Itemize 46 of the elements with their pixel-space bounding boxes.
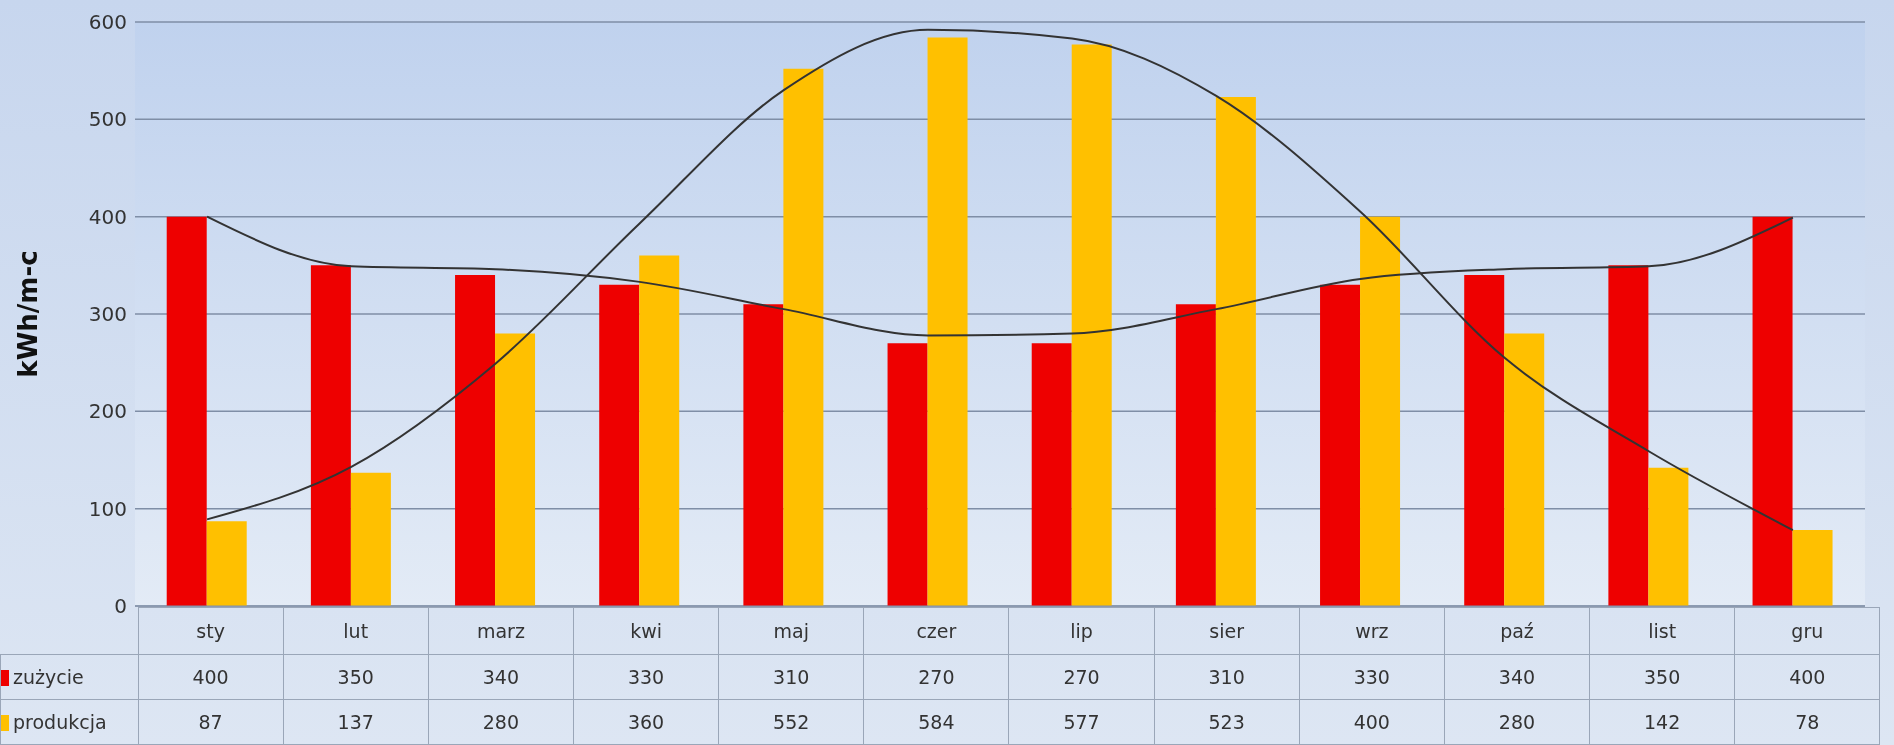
- y-tick-label: 600: [88, 10, 127, 35]
- data-label: 584: [863, 699, 1009, 744]
- y-axis-title: kWh/m-c: [13, 250, 44, 378]
- data-label: 87: [138, 699, 284, 744]
- x-tick-label: czer: [863, 607, 1009, 654]
- x-tick-label: maj: [718, 607, 864, 654]
- y-tick-label: 100: [88, 496, 127, 521]
- data-label: 400: [1734, 654, 1880, 699]
- data-label: 280: [428, 699, 574, 744]
- data-label: 270: [863, 654, 1009, 699]
- data-label: 142: [1589, 699, 1735, 744]
- x-tick-label: kwi: [573, 607, 719, 654]
- y-tick-label: 500: [88, 107, 127, 132]
- data-label: 340: [1444, 654, 1590, 699]
- x-tick-label: gru: [1734, 607, 1880, 654]
- legend-label: zużycie: [0, 654, 138, 699]
- y-tick-label: 400: [88, 204, 127, 229]
- y-tick-label: 0: [114, 594, 127, 619]
- data-label: 310: [718, 654, 864, 699]
- data-label: 330: [573, 654, 719, 699]
- data-label: 78: [1734, 699, 1880, 744]
- x-tick-label: list: [1589, 607, 1735, 654]
- data-label: 270: [1008, 654, 1155, 699]
- x-tick-label: marz: [428, 607, 574, 654]
- data-label: 577: [1008, 699, 1155, 744]
- x-tick-label: lip: [1008, 607, 1155, 654]
- data-label: 360: [573, 699, 719, 744]
- data-label: 523: [1154, 699, 1300, 744]
- data-label: 400: [138, 654, 284, 699]
- data-label: 280: [1444, 699, 1590, 744]
- x-tick-label: sier: [1154, 607, 1300, 654]
- x-tick-label: wrz: [1299, 607, 1445, 654]
- x-tick-label: paź: [1444, 607, 1590, 654]
- x-tick-label: lut: [283, 607, 429, 654]
- data-label: 350: [283, 654, 429, 699]
- data-label: 330: [1299, 654, 1445, 699]
- data-label: 137: [283, 699, 429, 744]
- y-tick-label: 200: [88, 399, 127, 424]
- legend-label: produkcja: [0, 699, 138, 744]
- data-label: 552: [718, 699, 864, 744]
- y-tick-label: 300: [88, 302, 127, 327]
- data-label: 350: [1589, 654, 1735, 699]
- data-label: 310: [1154, 654, 1300, 699]
- x-tick-label: sty: [138, 607, 284, 654]
- data-label: 400: [1299, 699, 1445, 744]
- data-label: 340: [428, 654, 574, 699]
